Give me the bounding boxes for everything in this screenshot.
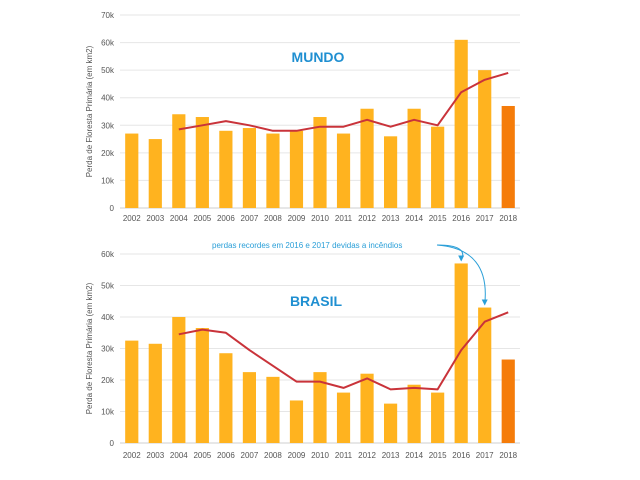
y-tick-label: 10k — [101, 408, 115, 417]
x-tick-label: 2002 — [123, 451, 141, 460]
annotation-arrowhead — [458, 255, 465, 262]
x-tick-label: 2004 — [170, 451, 188, 460]
x-tick-label: 2012 — [358, 451, 376, 460]
bar — [172, 114, 186, 208]
annotation-arrowhead — [481, 299, 488, 306]
x-tick-label: 2005 — [193, 451, 211, 460]
trend-line — [178, 71, 509, 132]
brasil-chart: 0 10k 20k 30k 40k 50k 60k Perda de Floresta Pri… — [85, 241, 520, 460]
x-tick-label: 2003 — [146, 451, 164, 460]
x-tick-label: 2017 — [476, 451, 494, 460]
y-tick-label: 40k — [101, 313, 115, 322]
x-tick-label: 2007 — [241, 214, 259, 223]
y-tick-label: 70k — [101, 11, 115, 20]
x-tick-label: 2014 — [405, 451, 423, 460]
x-tick-label: 2013 — [382, 451, 400, 460]
x-tick-label: 2008 — [264, 214, 282, 223]
bar — [431, 126, 445, 208]
bar — [125, 133, 139, 208]
bar — [219, 353, 233, 443]
bar — [148, 343, 162, 443]
x-tick-label: 2003 — [146, 214, 164, 223]
bar — [384, 136, 398, 208]
bar — [125, 340, 139, 443]
bar — [384, 403, 398, 443]
bar — [195, 328, 209, 443]
x-tick-label: 2013 — [382, 214, 400, 223]
bar — [242, 128, 256, 208]
bar — [266, 133, 280, 208]
y-tick-label: 50k — [101, 282, 115, 291]
annotation-text: perdas recordes em 2016 e 2017 devidas a… — [212, 241, 402, 250]
bar — [336, 392, 351, 443]
x-tick-label: 2014 — [405, 214, 423, 223]
y-axis-label: Perda de Floresta Primária (em km2) — [85, 282, 94, 414]
bar — [478, 70, 492, 209]
bar — [501, 359, 515, 443]
chart-title: BRASIL — [290, 293, 343, 309]
y-tick-label: 20k — [101, 149, 115, 158]
x-tick-label: 2015 — [429, 451, 447, 460]
bar — [289, 400, 304, 443]
x-tick-label: 2018 — [499, 214, 517, 223]
x-tick-label: 2016 — [452, 214, 470, 223]
x-tick-label: 2005 — [193, 214, 211, 223]
bar — [431, 392, 445, 443]
bar — [172, 317, 186, 443]
x-tick-label: 2012 — [358, 214, 376, 223]
x-tick-label: 2009 — [288, 451, 306, 460]
trend-line — [178, 311, 509, 391]
y-tick-label: 60k — [101, 250, 115, 259]
bar — [454, 263, 468, 443]
x-tick-label: 2017 — [476, 214, 494, 223]
x-tick-label: 2018 — [499, 451, 517, 460]
bar — [289, 130, 304, 208]
bar — [407, 384, 421, 443]
y-tick-label: 10k — [101, 176, 115, 185]
x-tick-label: 2006 — [217, 451, 235, 460]
y-tick-label: 0 — [110, 439, 115, 448]
bar — [242, 372, 256, 443]
x-tick-label: 2002 — [123, 214, 141, 223]
chart-title: MUNDO — [292, 49, 345, 65]
mundo-chart: 0 10k 20k 30k 40k 50k 60k 70k Perda de Floresta … — [85, 11, 520, 223]
y-tick-label: 20k — [101, 376, 115, 385]
x-tick-label: 2011 — [335, 451, 353, 460]
y-tick-label: 0 — [110, 204, 115, 213]
y-tick-label: 30k — [101, 345, 115, 354]
bar — [336, 133, 351, 208]
y-tick-label: 40k — [101, 94, 115, 103]
x-tick-label: 2008 — [264, 451, 282, 460]
x-tick-label: 2016 — [452, 451, 470, 460]
x-tick-label: 2010 — [311, 214, 329, 223]
bar — [501, 105, 515, 208]
bar — [148, 139, 162, 208]
x-tick-label: 2010 — [311, 451, 329, 460]
bar — [360, 108, 374, 208]
y-axis-label: Perda de Floresta Primária (em km2) — [85, 45, 94, 177]
bar — [407, 108, 421, 208]
annotation-arrow — [436, 244, 486, 305]
x-tick-label: 2009 — [288, 214, 306, 223]
x-tick-label: 2015 — [429, 214, 447, 223]
bar — [219, 130, 233, 208]
bar — [266, 376, 280, 443]
x-tick-label: 2007 — [241, 451, 259, 460]
bar — [454, 39, 468, 208]
x-tick-label: 2006 — [217, 214, 235, 223]
x-tick-label: 2004 — [170, 214, 188, 223]
bar — [195, 117, 209, 208]
y-tick-label: 50k — [101, 66, 115, 75]
y-tick-label: 30k — [101, 121, 115, 130]
bar — [313, 117, 327, 208]
x-tick-label: 2011 — [335, 214, 353, 223]
bar — [478, 307, 492, 443]
y-tick-label: 60k — [101, 39, 115, 48]
bar — [313, 372, 327, 443]
bar — [360, 373, 374, 443]
